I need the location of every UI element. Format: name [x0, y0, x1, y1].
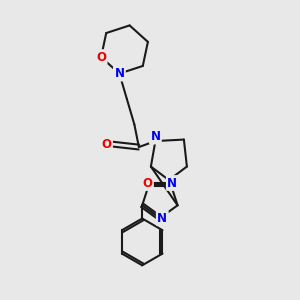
Text: N: N: [150, 130, 161, 143]
Text: O: O: [96, 51, 106, 64]
Text: N: N: [114, 67, 124, 80]
Text: N: N: [167, 176, 177, 190]
Text: O: O: [101, 138, 112, 151]
Text: N: N: [157, 212, 167, 225]
Text: O: O: [142, 176, 152, 190]
